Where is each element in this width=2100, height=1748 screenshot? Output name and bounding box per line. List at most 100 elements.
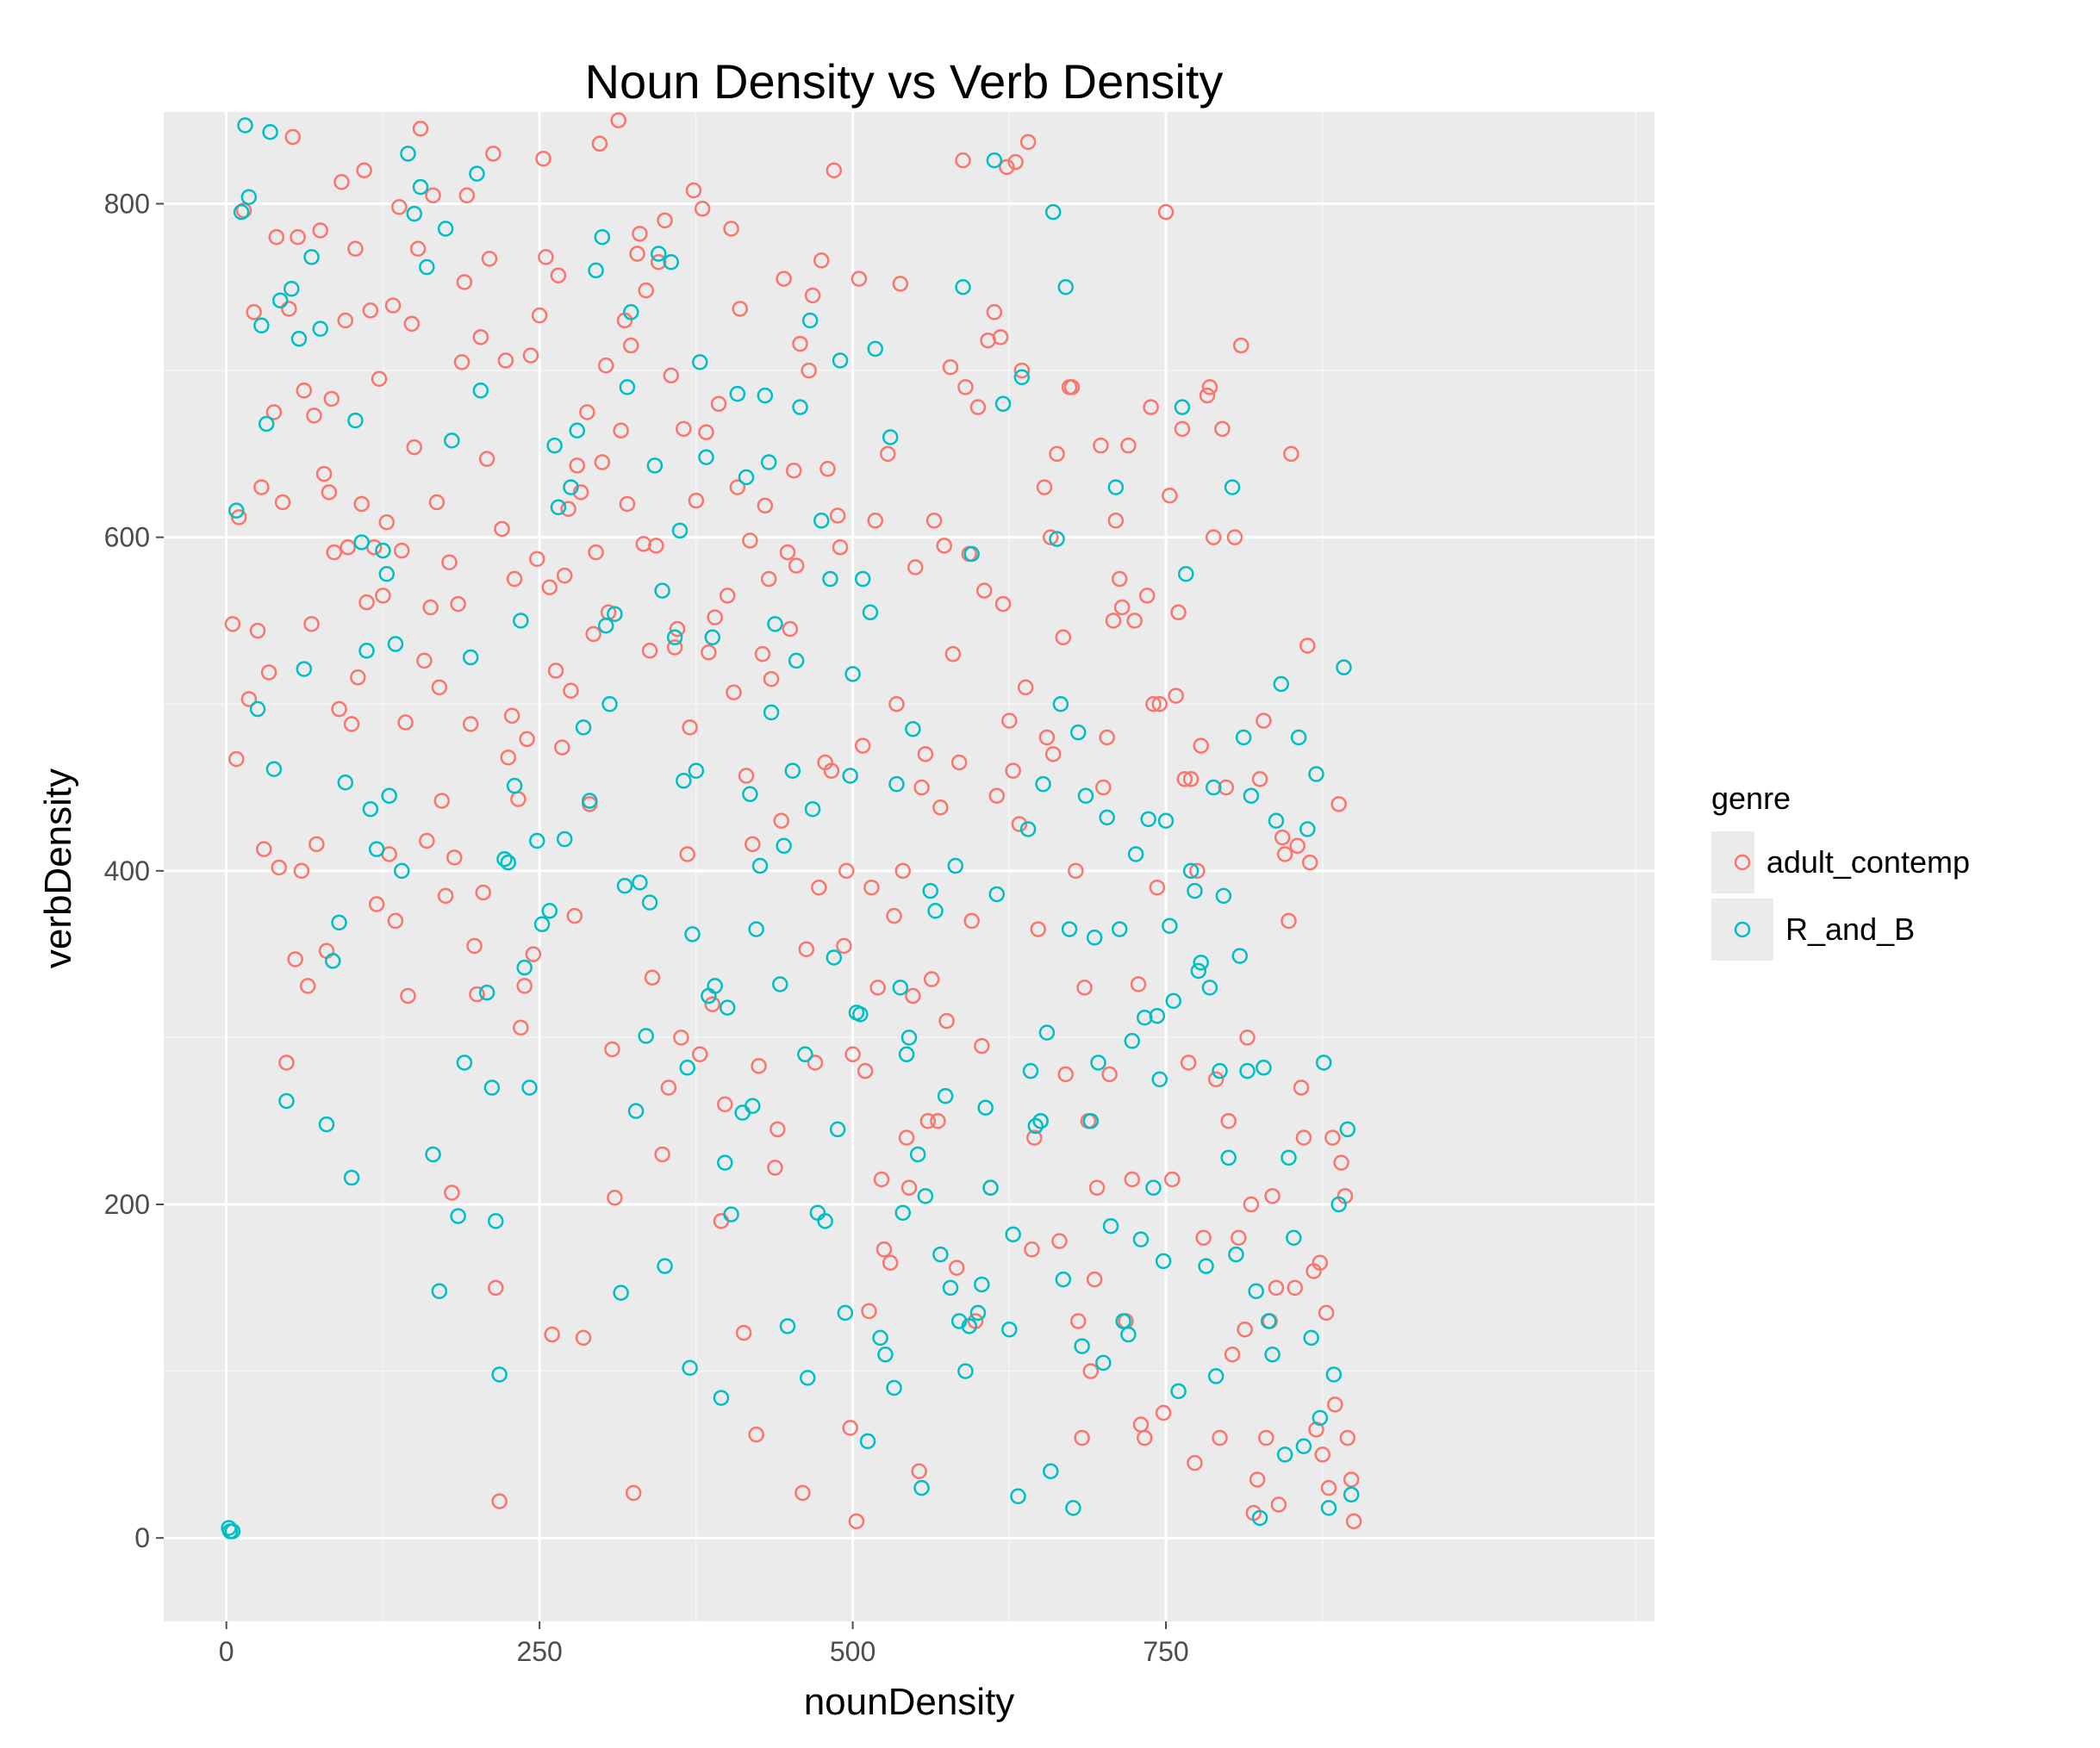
- point-r-and-b: [528, 832, 545, 849]
- point-r-and-b: [546, 437, 563, 454]
- point-adult-contemp: [1049, 445, 1065, 463]
- point-adult-contemp: [362, 302, 379, 319]
- point-adult-contemp: [585, 625, 601, 643]
- point-adult-contemp: [804, 287, 821, 304]
- point-adult-contemp: [719, 588, 736, 604]
- point-adult-contemp: [963, 912, 980, 930]
- point-adult-contemp: [905, 987, 921, 1005]
- point-r-and-b: [1070, 724, 1087, 741]
- point-adult-contemp: [969, 399, 987, 415]
- point-adult-contemp: [287, 951, 303, 967]
- point-adult-contemp: [1076, 980, 1093, 996]
- point-adult-contemp: [798, 941, 815, 958]
- point-adult-contemp: [475, 884, 491, 901]
- point-r-and-b: [1276, 1446, 1293, 1463]
- point-adult-contemp: [873, 1171, 890, 1188]
- legend-key-r-and-b: [1711, 899, 1773, 961]
- point-adult-contemp: [829, 507, 846, 524]
- point-r-and-b: [450, 1208, 466, 1224]
- point-adult-contemp: [458, 187, 476, 204]
- point-adult-contemp: [1157, 203, 1175, 221]
- point-adult-contemp: [1256, 712, 1272, 729]
- point-adult-contemp: [591, 135, 608, 152]
- point-adult-contemp: [299, 978, 316, 994]
- point-r-and-b: [582, 793, 598, 809]
- point-adult-contemp: [900, 1179, 918, 1196]
- point-r-and-b: [375, 542, 391, 559]
- point-r-and-b: [1090, 1054, 1106, 1071]
- point-r-and-b: [882, 429, 899, 445]
- point-adult-contemp: [491, 1493, 508, 1509]
- point-adult-contemp: [1258, 1429, 1274, 1446]
- point-r-and-b: [312, 320, 328, 337]
- point-adult-contemp: [1088, 1179, 1106, 1196]
- point-r-and-b: [437, 221, 454, 237]
- point-adult-contemp: [290, 228, 306, 246]
- point-r-and-b: [676, 773, 692, 789]
- point-adult-contemp: [268, 228, 285, 246]
- point-adult-contemp: [278, 1054, 295, 1071]
- point-r-and-b: [1339, 1121, 1356, 1138]
- point-adult-contemp: [594, 454, 611, 470]
- point-r-and-b: [671, 522, 689, 539]
- point-adult-contemp: [1231, 1229, 1247, 1246]
- point-r-and-b: [654, 582, 670, 599]
- point-adult-contemp: [472, 329, 489, 345]
- point-r-and-b: [325, 953, 341, 969]
- point-r-and-b: [779, 1318, 796, 1334]
- point-adult-contemp: [575, 1329, 592, 1347]
- point-adult-contemp: [1082, 1363, 1100, 1379]
- point-adult-contemp: [230, 509, 247, 526]
- point-adult-contemp: [936, 538, 952, 554]
- point-adult-contemp: [1268, 1279, 1285, 1297]
- point-adult-contemp: [1074, 1429, 1090, 1446]
- point-r-and-b: [804, 800, 821, 818]
- point-adult-contemp: [942, 358, 959, 376]
- point-adult-contemp: [1017, 679, 1034, 696]
- point-adult-contemp: [391, 199, 408, 215]
- point-adult-contemp: [387, 912, 404, 930]
- point-adult-contemp: [1343, 1471, 1360, 1488]
- point-adult-contemp: [823, 762, 840, 779]
- point-adult-contemp: [1093, 437, 1109, 454]
- point-r-and-b: [1001, 1321, 1018, 1338]
- point-r-and-b: [772, 976, 788, 992]
- point-adult-contemp: [994, 595, 1012, 613]
- point-r-and-b: [1107, 479, 1125, 495]
- point-adult-contemp: [356, 162, 372, 179]
- point-adult-contemp: [340, 539, 356, 556]
- point-adult-contemp: [688, 492, 705, 509]
- point-r-and-b: [278, 1092, 295, 1110]
- point-adult-contemp: [619, 495, 636, 513]
- point-adult-contemp: [880, 445, 896, 463]
- point-r-and-b: [1149, 1008, 1166, 1024]
- point-adult-contemp: [453, 354, 470, 370]
- point-r-and-b: [1273, 675, 1290, 693]
- chart-title: Noun Density vs Verb Density: [584, 54, 1224, 109]
- point-r-and-b: [826, 949, 843, 966]
- point-adult-contemp: [745, 836, 761, 853]
- point-adult-contemp: [948, 1260, 965, 1276]
- point-r-and-b: [784, 762, 801, 779]
- point-adult-contemp: [224, 616, 241, 632]
- point-adult-contemp: [1176, 771, 1193, 787]
- point-adult-contemp: [303, 616, 320, 632]
- point-adult-contemp: [433, 793, 450, 809]
- point-adult-contemp: [1168, 687, 1184, 704]
- point-r-and-b: [641, 894, 658, 911]
- point-adult-contemp: [623, 337, 639, 354]
- point-adult-contemp: [1287, 1279, 1304, 1297]
- point-adult-contemp: [710, 395, 727, 413]
- point-r-and-b: [684, 926, 701, 942]
- point-adult-contemp: [844, 1046, 861, 1063]
- point-adult-contemp: [1218, 779, 1235, 796]
- point-adult-contemp: [776, 271, 792, 287]
- point-adult-contemp: [826, 162, 843, 179]
- point-adult-contemp: [1312, 1254, 1329, 1272]
- point-adult-contemp: [629, 246, 645, 262]
- point-r-and-b: [1095, 1354, 1112, 1372]
- point-adult-contemp: [1207, 1071, 1224, 1088]
- point-adult-contemp: [1019, 134, 1037, 151]
- point-adult-contemp: [732, 301, 748, 317]
- point-r-and-b: [1057, 279, 1074, 295]
